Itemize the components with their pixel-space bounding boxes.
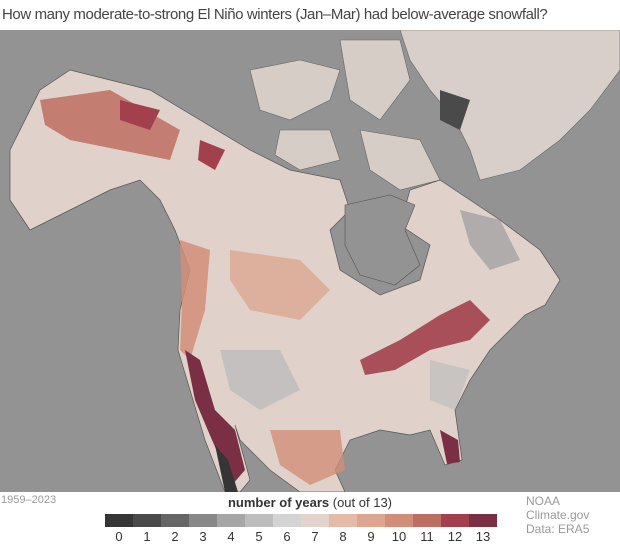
legend-swatch-9 [357,514,385,527]
legend-swatch-4 [217,514,245,527]
alaska-high-area [40,90,180,160]
credits: NOAA Climate.gov Data: ERA5 [526,494,618,536]
legend-label: 5 [255,529,263,544]
greenland-gray-area [440,90,470,130]
legend-swatch-11 [413,514,441,527]
legend-label: 1 [143,529,151,544]
map-title: How many moderate-to-strong El Niño wint… [2,6,548,23]
legend-swatch-8 [329,514,357,527]
california-baja-area [185,350,245,485]
legend-swatch-1 [133,514,161,527]
florida-area [440,430,460,464]
legend-label: 8 [339,529,347,544]
legend-label: 9 [367,529,375,544]
legend-label: 3 [199,529,207,544]
legend-swatch-3 [189,514,217,527]
legend-swatch-7 [301,514,329,527]
mexico-area [270,430,345,485]
great-lakes-area [360,300,490,375]
prairie-area [230,250,330,320]
legend-label: 10 [391,529,407,544]
legend-swatch-5 [245,514,273,527]
legend-label: 0 [115,529,123,544]
legend-label: 2 [171,529,179,544]
legend-title-rest: (out of 13) [329,495,393,510]
credit-data: Data: ERA5 [526,522,590,536]
quebec-gray-area [460,210,520,270]
legend-labels: 0 1 2 3 4 5 6 7 8 9 10 11 12 13 [105,529,497,544]
legend-label: 4 [227,529,235,544]
legend-swatch-13 [469,514,497,527]
west-coast-area [180,240,210,360]
legend-label: 13 [475,529,491,544]
legend-color-bar [105,514,497,527]
legend-swatch-6 [273,514,301,527]
arctic-islands [249,39,441,191]
southwest-gray-area [220,350,300,410]
credit-source: NOAA Climate.gov [526,494,590,522]
legend-swatch-10 [385,514,413,527]
legend-swatch-2 [161,514,189,527]
legend-label: 6 [283,529,291,544]
period-label: 1959–2023 [1,494,57,506]
legend-label: 7 [311,529,319,544]
legend-title-bold: number of years [227,495,330,510]
hudson-bay [344,194,421,286]
legend-swatch-12 [441,514,469,527]
legend-label: 11 [420,529,434,544]
greenland [399,30,620,181]
snowfall-map [0,30,620,492]
legend-label: 12 [447,529,463,544]
north-america-map [9,30,620,492]
alaska-peak-area [120,100,225,170]
legend-title: number of years (out of 13) [0,495,620,510]
legend-swatch-0 [105,514,133,527]
east-coast-area [430,360,470,410]
baja-gray-area [215,445,238,492]
